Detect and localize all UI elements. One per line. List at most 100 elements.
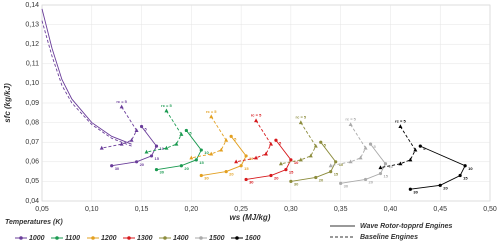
marker (129, 137, 134, 142)
marker (313, 143, 318, 148)
y-tick-label: 0,04 (25, 198, 39, 205)
legend-marker (199, 236, 203, 240)
rc-label: rc = 5 (206, 109, 217, 114)
rc-label: rc = 5 (345, 117, 356, 122)
x-tick-label: 0,05 (35, 206, 49, 213)
marker (224, 170, 228, 174)
marker (418, 144, 422, 148)
pressure-ratio-label: 30 (249, 180, 254, 185)
x-tick-label: 0,10 (85, 206, 99, 213)
y-tick-label: 0,13 (25, 21, 39, 28)
legend-marker (163, 236, 167, 240)
y-tick-label: 0,12 (25, 41, 39, 48)
pressure-ratio-label: 5 (145, 127, 148, 132)
marker (334, 160, 338, 164)
pressure-ratio-label: 10 (249, 156, 254, 161)
pressure-ratio-label: 30 (413, 189, 418, 194)
rc-label: rc = 5 (161, 103, 172, 108)
pressure-ratio-label: 5 (234, 136, 237, 141)
pressure-ratio-label: 10 (339, 162, 344, 167)
baseline-line (191, 116, 227, 159)
baseline-line (236, 120, 272, 163)
pressure-ratio-label: 10 (294, 160, 299, 165)
x-tick-label: 0,30 (284, 206, 298, 213)
pressure-ratio-label: 15 (463, 176, 468, 181)
marker (284, 168, 288, 172)
marker (199, 148, 203, 152)
marker (154, 168, 159, 172)
y-tick-label: 0,06 (25, 159, 39, 166)
marker (154, 144, 159, 148)
y-tick-label: 0,05 (25, 178, 39, 185)
rc-label: rc = 5 (116, 99, 127, 104)
pressure-ratio-label: 15 (244, 166, 249, 171)
marker (174, 141, 179, 146)
baseline-line (280, 122, 317, 165)
marker (269, 173, 273, 178)
marker (274, 138, 278, 142)
marker (398, 161, 403, 166)
y-tick-label: 0,09 (25, 100, 39, 107)
legend-title: Temperatures (K) (5, 219, 63, 226)
marker (268, 141, 273, 146)
legend-label: Baseline Engines (360, 234, 418, 241)
marker (308, 153, 313, 158)
pressure-ratio-label: 5 (423, 146, 426, 151)
pressure-ratio-label: 15 (199, 160, 204, 165)
marker (358, 155, 363, 160)
marker (239, 164, 243, 168)
x-tick-label: 0,45 (433, 206, 447, 213)
marker (189, 155, 194, 160)
pressure-ratio-label: 10 (159, 146, 164, 151)
legend-label: 1500 (209, 235, 225, 242)
pressure-ratio-label: 10 (204, 150, 209, 155)
marker (179, 132, 184, 136)
marker (199, 173, 203, 178)
legend-marker (235, 236, 239, 240)
pressure-ratio-label: 20 (319, 178, 324, 183)
marker (289, 158, 293, 162)
marker (119, 104, 124, 109)
baseline-line (101, 106, 138, 149)
marker (383, 162, 388, 166)
marker (134, 128, 139, 132)
pressure-ratio-label: 30 (115, 166, 120, 171)
x-tick-label: 0,40 (384, 206, 398, 213)
pressure-ratio-label: 20 (229, 172, 234, 177)
pressure-ratio-label: 15 (383, 174, 388, 179)
pressure-ratio-label: 30 (294, 181, 299, 186)
marker (134, 160, 139, 164)
marker (378, 165, 383, 170)
marker (348, 159, 353, 164)
marker (363, 177, 368, 182)
pressure-ratio-label: 20 (184, 166, 189, 171)
x-tick-label: 0,50 (483, 206, 497, 213)
envelope-wave (41, 8, 132, 145)
marker (119, 141, 124, 146)
marker (298, 120, 303, 125)
pressure-ratio-label: 30 (159, 170, 164, 175)
marker (363, 145, 368, 150)
legend-marker (127, 236, 131, 240)
pressure-ratio-label: 30 (204, 176, 209, 181)
legend-marker (19, 236, 23, 240)
baseline-line (380, 126, 416, 169)
envelope-baseline (41, 20, 132, 147)
marker (164, 145, 169, 150)
pressure-ratio-label: 5 (324, 142, 327, 147)
marker (319, 140, 323, 144)
marker (438, 183, 442, 187)
marker (149, 154, 154, 158)
marker (458, 173, 462, 178)
x-tick-label: 0,25 (234, 206, 248, 213)
pressure-ratio-label: 20 (369, 180, 374, 185)
x-tick-label: 0,15 (135, 206, 149, 213)
y-tick-label: 0,14 (25, 2, 39, 9)
marker (229, 134, 233, 138)
marker (209, 114, 214, 119)
marker (298, 157, 303, 162)
rc-label: rc = 5 (296, 115, 307, 120)
marker (179, 164, 183, 168)
pressure-ratio-label: 10 (468, 166, 473, 171)
marker (278, 161, 283, 166)
